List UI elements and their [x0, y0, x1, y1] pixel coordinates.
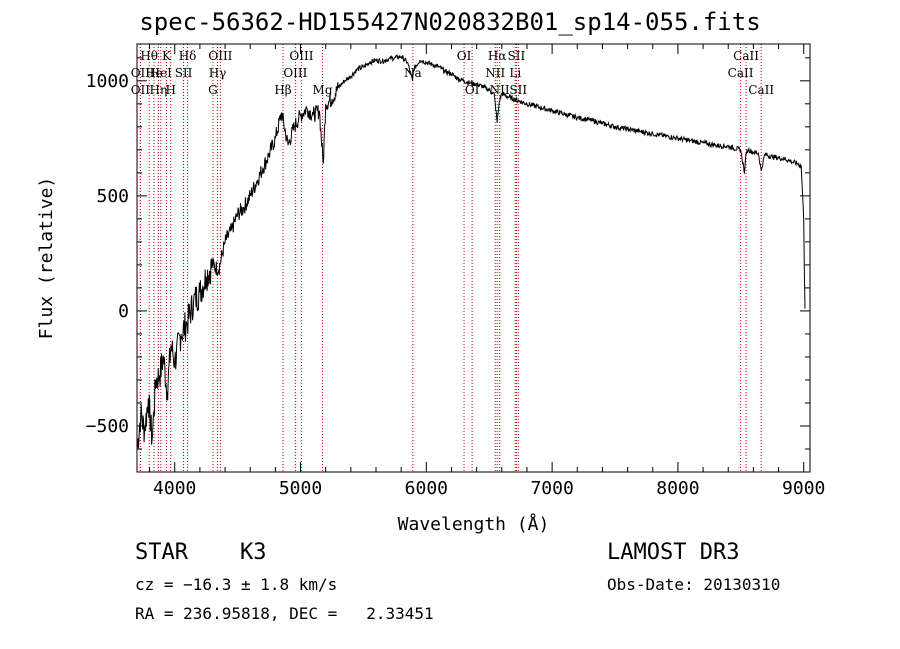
y-tick-label-2: 500	[96, 186, 129, 207]
line-label-7: H	[165, 83, 175, 97]
line-label-27: CaII	[733, 49, 759, 63]
obs-date: Obs-Date: 20130310	[607, 575, 781, 594]
y-axis-label: Flux (relative)	[36, 177, 57, 340]
line-label-2: OII	[131, 83, 151, 97]
axis-ticks: 4000 5000 6000 7000 8000 9000 −500 0 500 1000	[86, 44, 825, 499]
object-subclass: K3	[240, 540, 267, 565]
object-class: STAR	[135, 540, 188, 565]
line-label-14: OIII	[283, 66, 307, 80]
line-label-21: Hα	[488, 49, 507, 63]
x-tick-label-1: 5000	[279, 478, 322, 499]
y-tick-label-1: 0	[118, 301, 129, 322]
line-label-13: Hβ	[274, 83, 291, 97]
line-label-9: Hδ	[179, 49, 197, 63]
line-label-0: Hθ	[140, 49, 158, 63]
line-label-18: OI	[457, 49, 472, 63]
line-label-24: SII	[508, 49, 526, 63]
line-label-6: K	[162, 49, 172, 63]
flux-series-line	[136, 54, 806, 450]
line-label-20: NII	[485, 66, 505, 80]
line-label-16: Mg	[313, 83, 333, 97]
survey-name: LAMOST DR3	[607, 540, 740, 565]
line-label-5: HeI	[150, 66, 173, 80]
x-axis-label: Wavelength (Å)	[398, 513, 550, 535]
x-tick-label-2: 6000	[405, 478, 448, 499]
chart-title: spec-56362-HD155427N020832B01_sp14-055.f…	[139, 8, 761, 36]
line-label-8: SII	[175, 66, 193, 80]
x-tick-label-3: 7000	[530, 478, 573, 499]
line-label-22: NII	[490, 83, 510, 97]
line-label-19: OI	[465, 83, 480, 97]
y-tick-label-0: −500	[86, 416, 129, 437]
x-tick-label-4: 8000	[656, 478, 699, 499]
spectral-line-markers	[139, 44, 762, 472]
line-label-4: Hη	[150, 83, 168, 97]
x-tick-label-5: 9000	[782, 478, 825, 499]
y-tick-label-3: 1000	[86, 71, 129, 92]
line-label-15: OIII	[289, 49, 313, 63]
line-label-28: CaII	[748, 83, 774, 97]
line-label-26: CaII	[728, 66, 754, 80]
x-tick-label-0: 4000	[153, 478, 196, 499]
line-label-12: OIII	[208, 49, 232, 63]
redshift-cz: cz = −16.3 ± 1.8 km/s	[135, 575, 338, 594]
line-label-1: OII	[131, 66, 151, 80]
coordinates: RA = 236.95818, DEC = 2.33451	[135, 604, 434, 623]
line-label-25: SII	[509, 83, 527, 97]
plot-frame	[136, 43, 811, 473]
line-label-3: He	[145, 66, 163, 80]
line-label-11: Hγ	[209, 66, 227, 80]
line-label-23: Li	[509, 66, 521, 80]
line-label-10: G	[208, 83, 218, 97]
